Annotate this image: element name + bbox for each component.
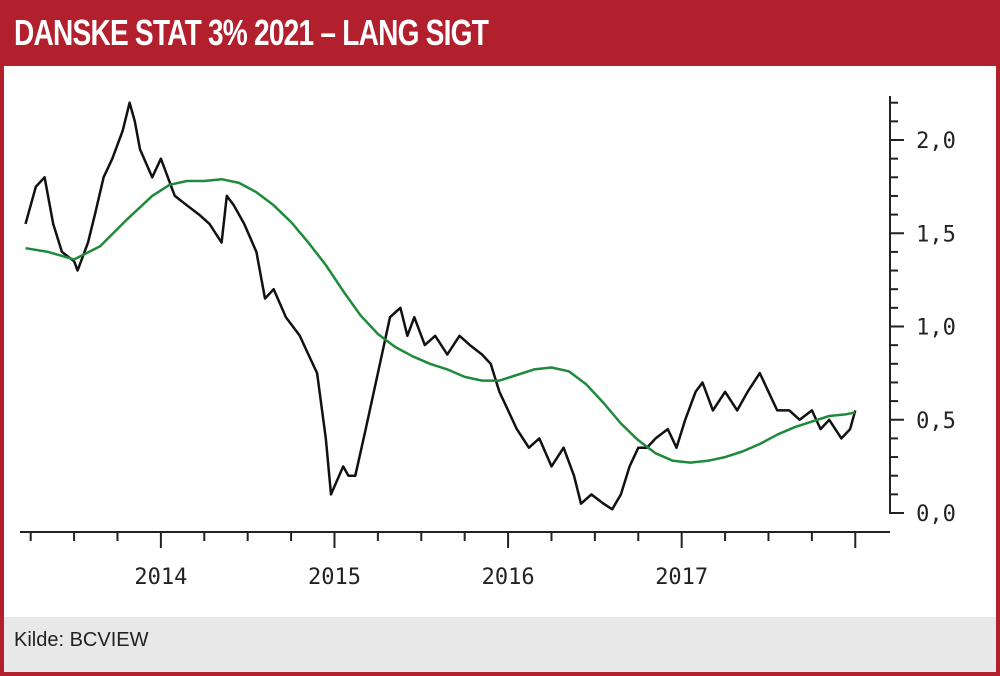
chart-panel: 2014 2015 2016 2017 2,0 1,5 1,0 0,5 0,0 — [4, 66, 996, 617]
x-tick-label: 2015 — [308, 565, 361, 590]
yield-series-line — [24, 101, 857, 511]
title-bar: DANSKE STAT 3% 2021 – LANG SIGT — [0, 0, 1000, 66]
y-tick-label: 0,5 — [916, 409, 956, 434]
y-tick-label: 2,0 — [916, 129, 956, 154]
x-tick-label: 2014 — [134, 565, 187, 590]
source-footer: Kilde: BCVIEW — [4, 617, 996, 672]
y-tick-label: 1,5 — [916, 222, 956, 247]
chart-title: DANSKE STAT 3% 2021 – LANG SIGT — [14, 12, 489, 53]
x-tick-label: 2016 — [482, 565, 535, 590]
line-chart: 2014 2015 2016 2017 2,0 1,5 1,0 0,5 0,0 — [20, 96, 956, 590]
y-tick-label: 0,0 — [916, 502, 956, 527]
y-tick-label: 1,0 — [916, 316, 956, 341]
x-tick-label: 2017 — [655, 565, 708, 590]
source-label: Kilde: BCVIEW — [14, 629, 149, 651]
moving-average-line — [25, 177, 856, 464]
